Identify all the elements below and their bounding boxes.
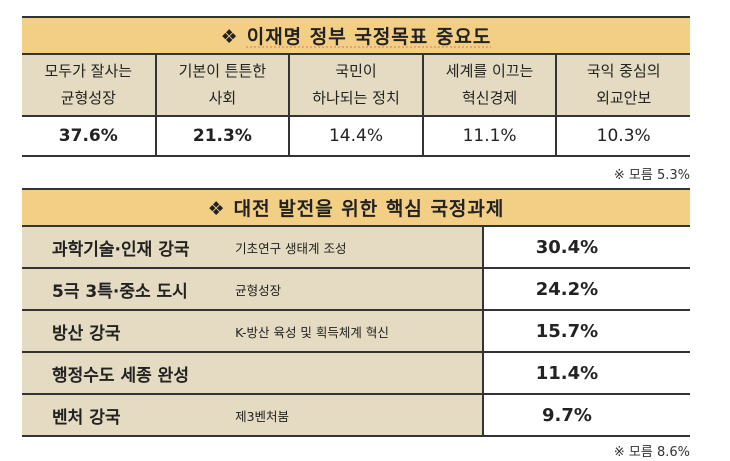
table2-title: ❖ 대전 발전을 위한 핵심 국정과제 xyxy=(22,188,690,227)
goal-value: 14.4% xyxy=(288,115,424,157)
daejeon-tasks-table: ❖ 대전 발전을 위한 핵심 국정과제 과학기술·인재 강국 기초연구 생태계 조… xyxy=(22,188,690,437)
goal-header: 모두가 잘사는 균형성장 xyxy=(22,54,157,116)
goal-value: 10.3% xyxy=(555,115,690,157)
table1-title: ❖ 이재명 정부 국정목표 중요도 xyxy=(22,16,690,55)
goal-header: 세계를 이끄는 혁신경제 xyxy=(421,54,558,116)
goal-value: 37.6% xyxy=(22,115,157,157)
table1-note: ※ 모름 5.3% xyxy=(613,168,690,183)
diamond-icon: ❖ xyxy=(207,198,226,220)
task-row: 행정수도 세종 완성 11.4% xyxy=(22,352,690,395)
goal-value: 11.1% xyxy=(421,115,558,157)
goal-header: 기본이 튼튼한 사회 xyxy=(154,54,291,116)
goal-value: 21.3% xyxy=(154,115,291,157)
task-row: 방산 강국 K-방산 육성 및 획득체계 혁신 15.7% xyxy=(22,310,690,353)
table2-note: ※ 모름 8.6% xyxy=(613,445,690,460)
task-row: 5극 3특·중소 도시 균형성장 24.2% xyxy=(22,268,690,311)
task-row: 벤처 강국 제3벤처붐 9.7% xyxy=(22,394,690,437)
diamond-icon: ❖ xyxy=(220,26,239,48)
goal-header: 국익 중심의 외교안보 xyxy=(555,54,690,116)
task-row: 과학기술·인재 강국 기초연구 생태계 조성 30.4% xyxy=(22,226,690,269)
national-goals-table: ❖ 이재명 정부 국정목표 중요도 모두가 잘사는 균형성장 기본이 튼튼한 사회 국… xyxy=(22,16,690,157)
goal-header: 국민이 하나되는 정치 xyxy=(288,54,424,116)
